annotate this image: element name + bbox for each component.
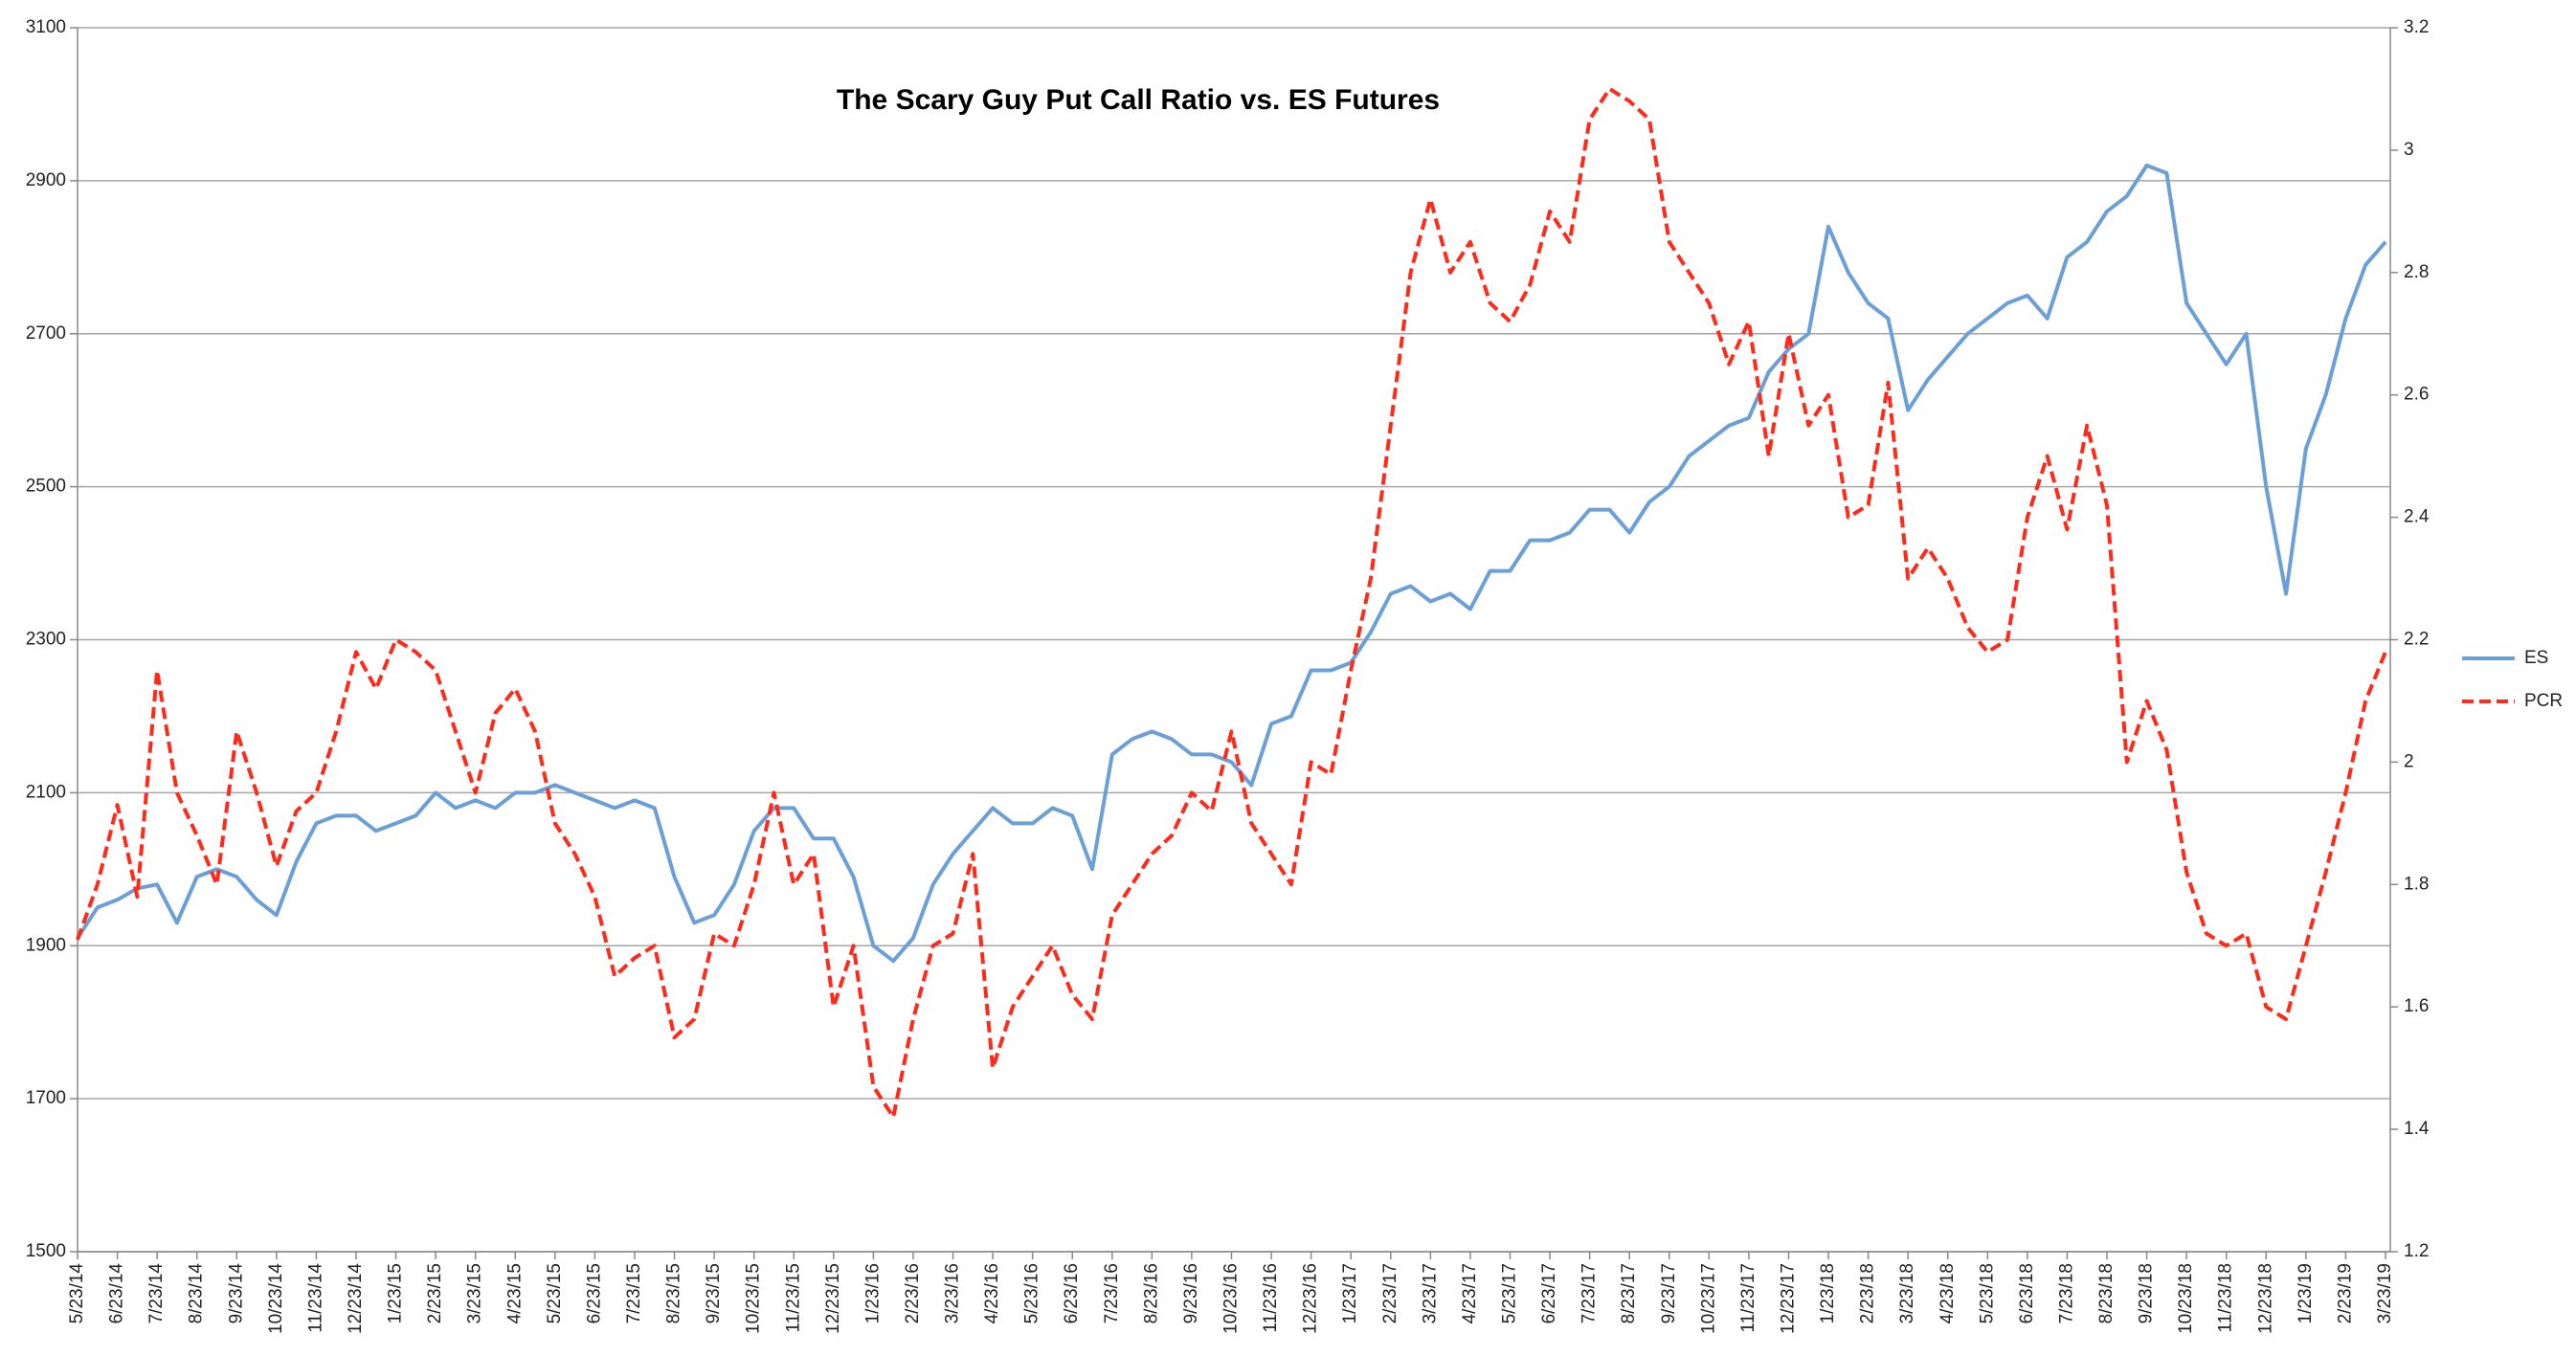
chart-title: The Scary Guy Put Call Ratio vs. ES Futu… [837, 84, 1440, 116]
y-tick-label: 1500 [26, 1241, 66, 1261]
x-tick-label: 5/23/16 [1022, 1263, 1042, 1323]
x-tick-label: 1/23/17 [1340, 1263, 1360, 1323]
x-tick-label: 2/23/18 [1858, 1263, 1878, 1323]
y2-tick-label: 3 [2404, 140, 2414, 160]
x-tick-label: 6/23/16 [1062, 1263, 1082, 1323]
x-tick-label: 8/23/15 [664, 1263, 684, 1323]
x-tick-label: 4/23/18 [1938, 1263, 1958, 1323]
x-tick-label: 6/23/17 [1539, 1263, 1559, 1323]
y2-tick-label: 2.8 [2404, 262, 2429, 282]
y2-tick-label: 2.4 [2404, 507, 2430, 527]
y-tick-label: 3100 [26, 17, 66, 37]
x-tick-label: 12/23/16 [1301, 1263, 1321, 1334]
x-tick-label: 11/23/16 [1261, 1263, 1281, 1333]
x-tick-label: 3/23/19 [2375, 1263, 2395, 1323]
x-tick-label: 6/23/14 [107, 1263, 127, 1324]
x-tick-label: 10/23/17 [1698, 1263, 1718, 1334]
x-tick-label: 1/23/19 [2296, 1263, 2316, 1323]
x-tick-label: 4/23/17 [1460, 1263, 1480, 1323]
x-tick-label: 1/23/15 [386, 1263, 406, 1323]
x-tick-label: 4/23/15 [504, 1263, 525, 1323]
x-tick-label: 6/23/15 [584, 1263, 604, 1323]
x-tick-label: 8/23/14 [187, 1263, 207, 1324]
x-tick-label: 2/23/17 [1380, 1263, 1400, 1323]
y2-tick-label: 1.6 [2404, 996, 2429, 1016]
y-tick-label: 1900 [26, 935, 66, 955]
y-tick-label: 2500 [26, 477, 66, 497]
x-tick-label: 9/23/15 [704, 1263, 724, 1323]
x-tick-label: 10/23/14 [266, 1263, 286, 1334]
x-tick-label: 3/23/17 [1420, 1263, 1440, 1323]
x-tick-label: 10/23/18 [2176, 1263, 2196, 1334]
x-tick-label: 9/23/17 [1659, 1263, 1679, 1323]
x-tick-label: 12/23/17 [1778, 1263, 1798, 1334]
x-tick-label: 7/23/18 [2056, 1263, 2076, 1323]
x-tick-label: 2/23/19 [2335, 1263, 2355, 1323]
legend-label: ES [2524, 648, 2548, 668]
x-tick-label: 8/23/18 [2096, 1263, 2117, 1323]
x-tick-label: 12/23/15 [823, 1263, 843, 1334]
y2-tick-label: 2.6 [2404, 385, 2429, 405]
x-tick-label: 9/23/18 [2137, 1263, 2157, 1323]
legend-label: PCR [2524, 691, 2563, 711]
x-tick-label: 11/23/15 [783, 1263, 803, 1333]
y-tick-label: 2700 [26, 323, 66, 344]
x-tick-label: 7/23/14 [146, 1263, 167, 1324]
y2-tick-label: 1.4 [2404, 1119, 2430, 1139]
x-tick-label: 1/23/16 [862, 1263, 883, 1323]
x-tick-label: 3/23/18 [1897, 1263, 1917, 1323]
x-tick-label: 3/23/16 [943, 1263, 963, 1323]
x-tick-label: 11/23/18 [2216, 1263, 2236, 1333]
x-tick-label: 6/23/18 [2017, 1263, 2037, 1323]
y2-tick-label: 2 [2404, 751, 2414, 771]
x-tick-label: 5/23/15 [545, 1263, 565, 1323]
y2-tick-label: 1.8 [2404, 874, 2429, 894]
y-tick-label: 2300 [26, 630, 66, 650]
x-tick-label: 11/23/14 [305, 1263, 325, 1333]
x-tick-label: 2/23/15 [425, 1263, 445, 1323]
y-tick-label: 2100 [26, 782, 66, 802]
x-tick-label: 12/23/18 [2255, 1263, 2275, 1334]
x-tick-label: 10/23/15 [744, 1263, 764, 1334]
x-tick-label: 9/23/14 [226, 1263, 246, 1324]
x-tick-label: 3/23/15 [465, 1263, 485, 1323]
x-tick-label: 7/23/16 [1102, 1263, 1122, 1323]
y2-tick-label: 3.2 [2404, 17, 2429, 37]
y2-tick-label: 2.2 [2404, 630, 2429, 650]
x-tick-label: 11/23/17 [1738, 1263, 1758, 1333]
y-tick-label: 2900 [26, 170, 66, 190]
x-tick-label: 2/23/16 [903, 1263, 923, 1323]
x-tick-label: 10/23/16 [1221, 1263, 1242, 1334]
x-tick-label: 7/23/15 [624, 1263, 644, 1323]
x-tick-label: 8/23/17 [1619, 1263, 1639, 1323]
x-tick-label: 9/23/16 [1181, 1263, 1201, 1323]
x-tick-label: 5/23/18 [1977, 1263, 1997, 1323]
y2-tick-label: 1.2 [2404, 1241, 2429, 1261]
x-tick-label: 5/23/14 [67, 1263, 87, 1324]
x-tick-label: 7/23/17 [1579, 1263, 1600, 1323]
x-tick-label: 1/23/18 [1818, 1263, 1838, 1323]
x-tick-label: 8/23/16 [1141, 1263, 1161, 1323]
series-line [76, 86, 2387, 1120]
series-line [76, 163, 2387, 964]
x-tick-label: 12/23/14 [346, 1263, 366, 1334]
y-tick-label: 1700 [26, 1088, 66, 1108]
x-tick-label: 5/23/17 [1499, 1263, 1519, 1323]
x-tick-label: 4/23/16 [982, 1263, 1002, 1323]
